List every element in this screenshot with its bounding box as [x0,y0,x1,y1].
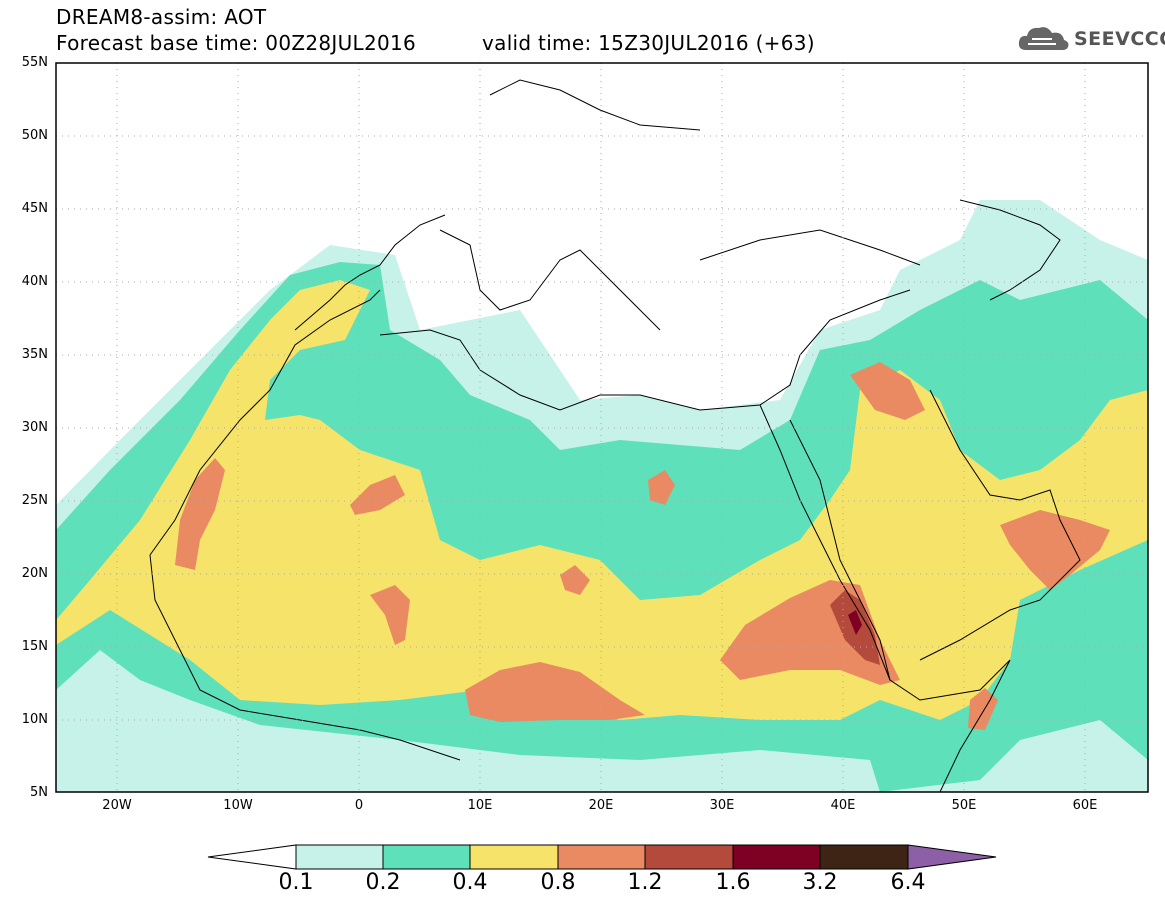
colorbar-swatch-0.8 [557,844,646,870]
lat-label-40n: 40N [21,274,48,289]
lat-label-30n: 30N [21,420,48,435]
aot-zone-0.8-libya [560,565,590,595]
aot-zone-0.8-arabia [1000,510,1110,590]
colorbar-swatch-3.2 [819,844,909,870]
lat-label-10n: 10N [21,712,48,727]
colorbar-label-0.2: 0.2 [365,870,401,895]
lon-label-40e: 40E [830,798,856,813]
aot-zone-0.8-iraq [850,362,925,420]
map-title: DREAM8-assim: AOT [56,5,267,29]
lat-label-5n: 5N [30,785,48,800]
colorbar-label-0.1: 0.1 [278,870,314,895]
colorbar-swatch-0.4 [469,844,559,870]
colorbar-swatch-1.2 [644,844,734,870]
lat-label-50n: 50N [21,128,48,143]
colorbar-label-0.4: 0.4 [452,870,488,895]
aot-zone-0.8-algeria [350,475,405,515]
colorbar-label-3.2: 3.2 [802,870,838,895]
forecast-base-time: Forecast base time: 00Z28JUL2016 [56,31,417,55]
lon-label-0: 0 [354,798,364,813]
lon-label-50e: 50E [951,798,977,813]
colorbar-under-arrow [207,844,297,870]
colorbar [207,844,997,870]
colorbar-over-arrow [907,844,997,870]
aot-zone-0.8-chad [465,662,645,722]
lat-label-25n: 25N [21,493,48,508]
aot-field [56,200,1148,792]
lat-label-55n: 55N [21,55,48,70]
plot-frame [55,62,1149,793]
colorbar-label-6.4: 6.4 [890,870,926,895]
colorbar-label-0.8: 0.8 [540,870,576,895]
seevccc-logo: SEEVCCC [1016,22,1165,56]
logo-text: SEEVCCC [1074,28,1165,50]
lon-label-10w: 10W [223,798,253,813]
colorbar-label-1.6: 1.6 [715,870,751,895]
colorbar-swatch-0.1 [295,844,384,870]
coastlines [149,79,1081,792]
lat-label-15n: 15N [21,639,48,654]
lon-label-10e: 10E [467,798,493,813]
aot-zone-0.8-egypt [648,470,675,505]
graticule [56,63,1148,792]
cloud-logo-icon [1018,27,1069,50]
lon-label-20e: 20E [588,798,614,813]
aot-zone-0.8-west-sahara [175,458,225,570]
lat-label-20n: 20N [21,566,48,581]
lat-label-35n: 35N [21,347,48,362]
lon-label-60e: 60E [1072,798,1098,813]
lon-label-30e: 30E [709,798,735,813]
lon-label-20w: 20W [102,798,132,813]
colorbar-swatch-1.6 [732,844,821,870]
colorbar-label-1.2: 1.2 [627,870,663,895]
colorbar-swatch-0.2 [382,844,471,870]
lat-label-45n: 45N [21,201,48,216]
aot-zone-1.6-red-sea [848,610,862,635]
aot-zone-0.8-niger [370,585,410,645]
valid-time: valid time: 15Z30JUL2016 (+63) [482,31,815,55]
